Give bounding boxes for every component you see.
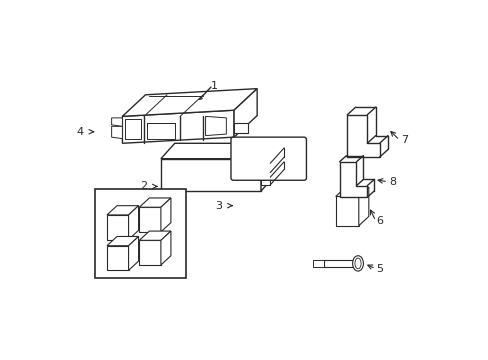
Polygon shape: [139, 231, 171, 240]
FancyBboxPatch shape: [230, 137, 306, 180]
Polygon shape: [125, 120, 141, 139]
Polygon shape: [234, 89, 257, 137]
Polygon shape: [139, 207, 161, 232]
Polygon shape: [128, 237, 138, 270]
Polygon shape: [261, 177, 270, 185]
Ellipse shape: [354, 258, 360, 269]
Polygon shape: [335, 187, 368, 197]
Text: 5: 5: [376, 264, 383, 274]
Polygon shape: [161, 143, 274, 159]
Polygon shape: [161, 231, 171, 265]
Polygon shape: [111, 118, 122, 126]
Polygon shape: [128, 206, 138, 239]
Polygon shape: [107, 215, 128, 239]
Polygon shape: [261, 163, 270, 172]
Polygon shape: [346, 115, 379, 157]
Polygon shape: [107, 206, 138, 215]
Ellipse shape: [352, 256, 363, 271]
Polygon shape: [261, 143, 274, 191]
Polygon shape: [139, 240, 161, 265]
Polygon shape: [95, 189, 185, 278]
Polygon shape: [161, 198, 171, 232]
Polygon shape: [107, 246, 128, 270]
Polygon shape: [122, 110, 234, 143]
Polygon shape: [358, 187, 368, 226]
Text: 4: 4: [77, 127, 84, 137]
Polygon shape: [205, 116, 226, 136]
Text: 8: 8: [389, 177, 396, 187]
Polygon shape: [122, 89, 257, 116]
Polygon shape: [339, 162, 366, 197]
Text: 1: 1: [211, 81, 218, 91]
Polygon shape: [139, 198, 171, 207]
Polygon shape: [161, 159, 261, 191]
Text: 3: 3: [215, 201, 222, 211]
Polygon shape: [107, 237, 138, 246]
Polygon shape: [313, 260, 324, 266]
Polygon shape: [335, 197, 358, 226]
Text: 2: 2: [140, 181, 147, 192]
Text: 7: 7: [400, 135, 407, 145]
Text: 6: 6: [376, 216, 383, 226]
Polygon shape: [324, 260, 353, 267]
Polygon shape: [111, 126, 122, 139]
Polygon shape: [234, 123, 247, 132]
Polygon shape: [147, 122, 174, 139]
